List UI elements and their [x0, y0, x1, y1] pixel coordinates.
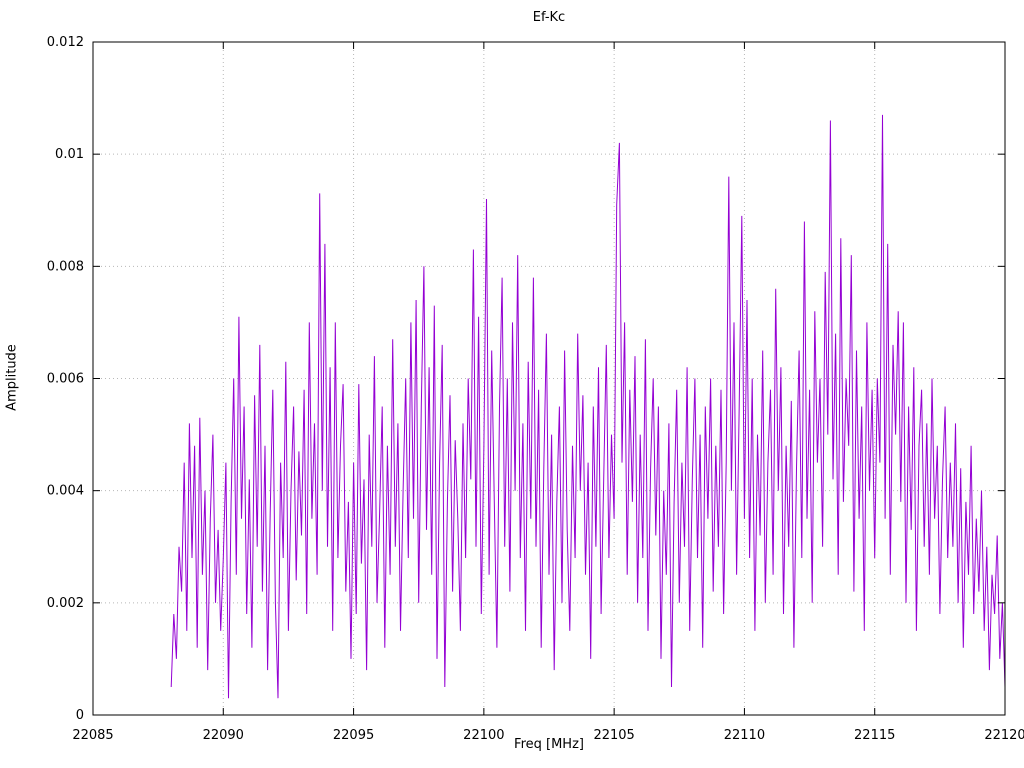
y-tick-label: 0.006	[47, 372, 84, 387]
x-tick-label: 22115	[854, 728, 895, 743]
plot-area-border	[92, 41, 1006, 716]
y-tick-label: 0	[76, 708, 84, 723]
chart-title: Ef-Kc	[532, 10, 566, 25]
x-tick-label: 22100	[463, 728, 504, 743]
y-tick-label: 0.004	[47, 484, 84, 499]
y-tick-label: 0.002	[47, 596, 84, 611]
x-tick-label: 22090	[203, 728, 244, 743]
x-tick-label: 22085	[72, 728, 113, 743]
series-line-ef-kc	[170, 114, 1006, 699]
x-axis-title: Freq [MHz]	[514, 737, 584, 752]
y-tick-label: 0.012	[47, 35, 84, 50]
y-tick-label: 0.008	[47, 259, 84, 274]
y-axis-title: Amplitude	[4, 344, 20, 411]
y-tick-label: 0.01	[55, 147, 84, 162]
x-tick-label: 22095	[333, 728, 374, 743]
x-tick-label: 22105	[593, 728, 634, 743]
x-tick-label: 22110	[724, 728, 765, 743]
x-tick-label: 22120	[984, 728, 1024, 743]
